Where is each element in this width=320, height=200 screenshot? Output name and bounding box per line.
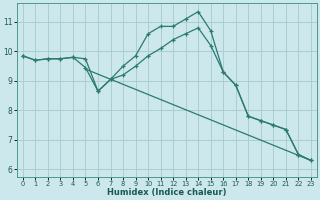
X-axis label: Humidex (Indice chaleur): Humidex (Indice chaleur)	[107, 188, 227, 197]
